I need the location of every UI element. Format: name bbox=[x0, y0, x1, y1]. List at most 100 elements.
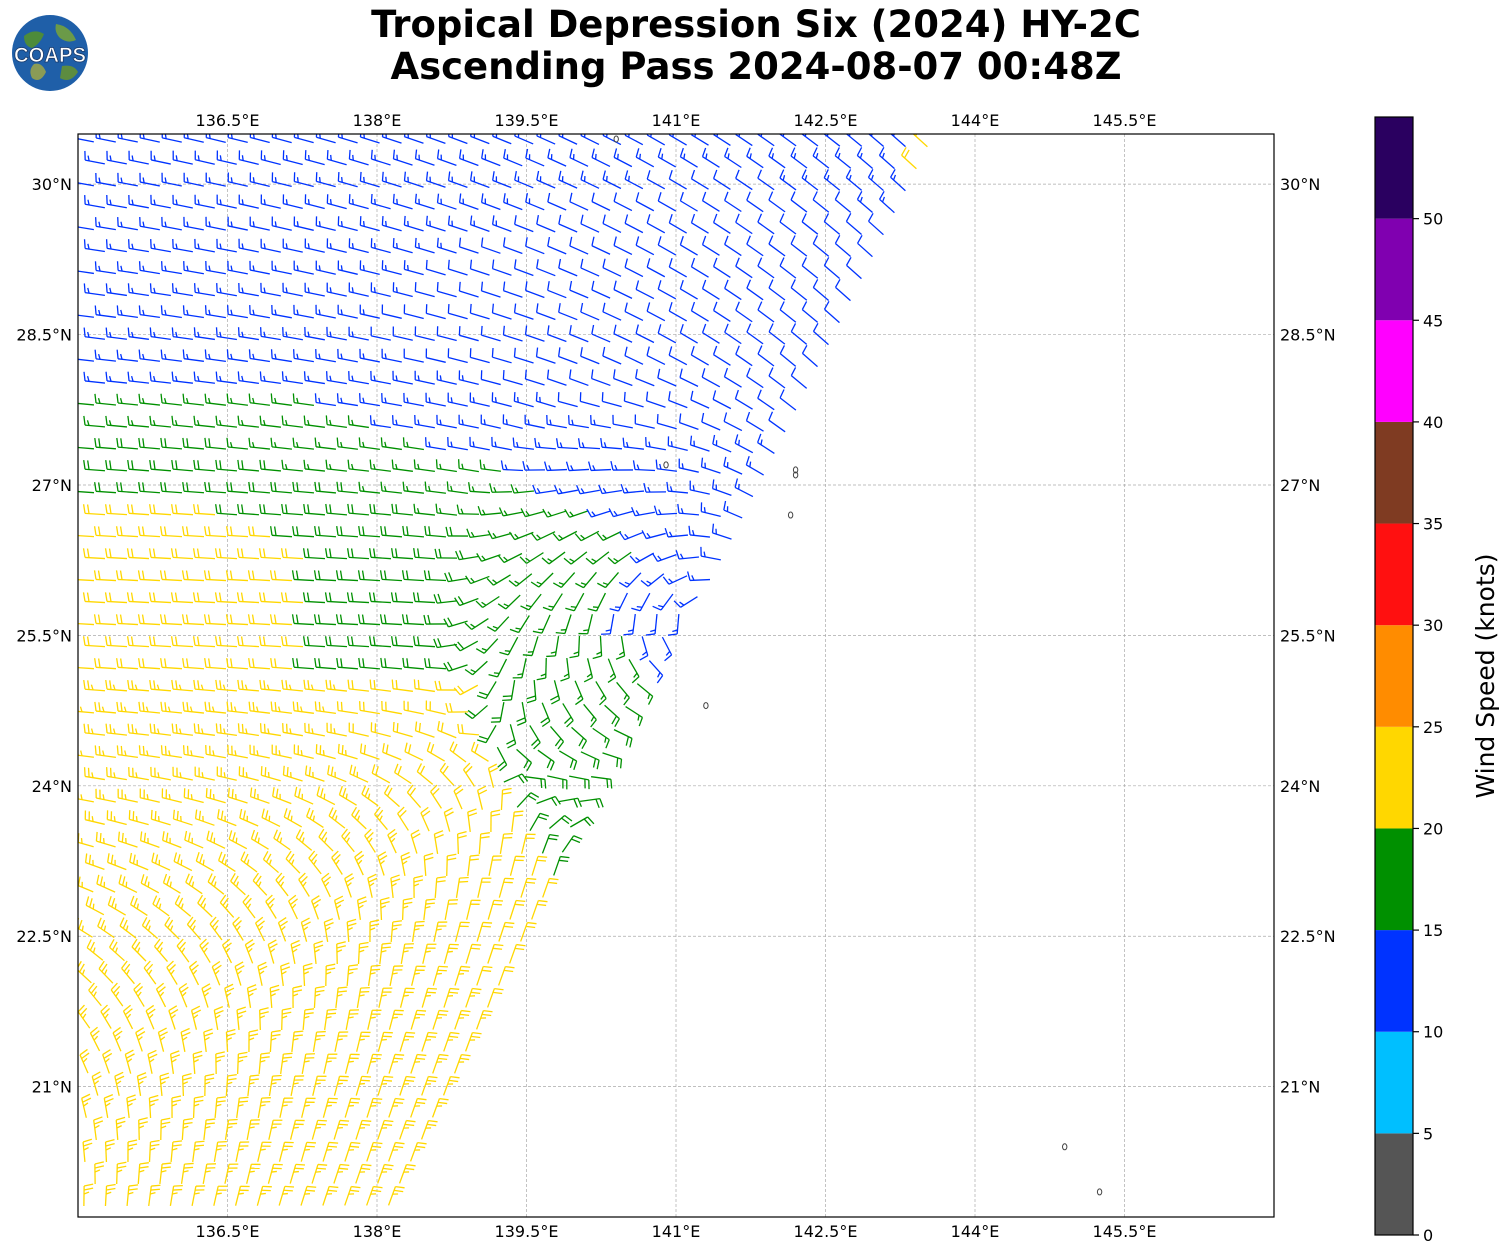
wind-barb bbox=[867, 134, 885, 147]
wind-barb bbox=[535, 347, 556, 364]
wind-barb bbox=[78, 356, 95, 362]
wind-barb bbox=[500, 460, 524, 472]
wind-barb bbox=[458, 193, 479, 210]
wind-barb bbox=[713, 301, 731, 323]
wind-barb bbox=[139, 172, 160, 187]
wind-barb bbox=[216, 194, 237, 209]
wind-barb bbox=[635, 324, 655, 344]
wind-barb bbox=[679, 147, 698, 168]
lat-tick-label: 22.5°N bbox=[16, 927, 72, 946]
wind-barb bbox=[326, 150, 347, 166]
wind-barb bbox=[292, 393, 314, 407]
wind-barb bbox=[359, 348, 380, 363]
wind-barb bbox=[458, 237, 479, 254]
wind-barb bbox=[106, 194, 127, 209]
wind-barb bbox=[668, 169, 687, 190]
wind-barb bbox=[845, 256, 862, 280]
wind-barb bbox=[359, 216, 380, 232]
colorbar-tick-label: 30 bbox=[1423, 616, 1443, 635]
wind-barb bbox=[260, 150, 281, 166]
wind-barb bbox=[127, 371, 150, 384]
wind-barb bbox=[856, 191, 873, 214]
wind-barb bbox=[598, 484, 622, 495]
wind-barb bbox=[160, 349, 183, 362]
lon-tick-label: 145.5°E bbox=[1093, 111, 1157, 130]
wind-barb bbox=[558, 303, 578, 321]
wind-barb bbox=[260, 238, 281, 253]
wind-barb bbox=[557, 392, 578, 408]
wind-barb bbox=[172, 194, 193, 209]
wind-barb bbox=[712, 434, 732, 453]
colorbar-tick-label: 10 bbox=[1423, 1023, 1443, 1042]
wind-barb bbox=[547, 281, 567, 299]
wind-barb bbox=[447, 259, 468, 276]
wind-barb bbox=[424, 437, 446, 451]
wind-barb bbox=[183, 261, 204, 275]
wind-barb bbox=[812, 191, 830, 213]
wind-barb bbox=[524, 281, 545, 299]
wind-barb bbox=[569, 325, 589, 343]
wind-barb bbox=[790, 323, 808, 345]
wind-barb bbox=[238, 150, 259, 165]
wind-barb bbox=[348, 371, 369, 385]
wind-barb bbox=[613, 369, 633, 387]
wind-barb bbox=[631, 507, 655, 517]
wind-barb bbox=[95, 217, 116, 231]
wind-barb bbox=[117, 217, 138, 231]
wind-barb bbox=[513, 392, 534, 408]
lon-tick-label: 139.5°E bbox=[495, 1222, 559, 1241]
wind-barb bbox=[193, 504, 216, 516]
wind-barb bbox=[713, 257, 731, 278]
wind-barb bbox=[502, 414, 523, 430]
wind-barb bbox=[724, 191, 742, 213]
wind-barb bbox=[436, 370, 457, 385]
wind-barb bbox=[624, 302, 644, 322]
wind-barb bbox=[78, 134, 94, 143]
wind-barb bbox=[823, 169, 841, 191]
wind-barb bbox=[613, 324, 633, 343]
wind-barb bbox=[812, 235, 830, 257]
wind-barb bbox=[182, 349, 204, 362]
wind-barb bbox=[768, 235, 786, 257]
wind-barb bbox=[370, 238, 391, 254]
wind-barb bbox=[425, 392, 446, 407]
wind-barb bbox=[249, 172, 270, 187]
wind-barb bbox=[745, 455, 764, 476]
wind-barb bbox=[734, 478, 754, 498]
wind-barb bbox=[148, 504, 172, 516]
wind-barb bbox=[358, 437, 380, 450]
lon-tick-label: 141°E bbox=[652, 111, 701, 130]
wind-barb bbox=[745, 411, 764, 432]
wind-barb bbox=[565, 461, 590, 472]
wind-barb bbox=[381, 260, 402, 276]
wind-barb bbox=[779, 257, 797, 279]
wind-barb bbox=[171, 415, 194, 428]
title-line-2: Ascending Pass 2024-08-07 00:48Z bbox=[390, 45, 1122, 88]
wind-barb bbox=[492, 171, 512, 189]
wind-barb bbox=[303, 415, 325, 428]
wind-barb bbox=[193, 415, 216, 428]
wind-barb bbox=[646, 346, 666, 366]
wind-barb bbox=[700, 502, 721, 518]
wind-barb bbox=[790, 367, 808, 389]
wind-barb bbox=[414, 326, 435, 342]
wind-barb bbox=[679, 368, 699, 387]
wind-barb bbox=[635, 148, 655, 168]
wind-barb bbox=[502, 325, 523, 342]
wind-barb bbox=[590, 369, 611, 387]
wind-barb bbox=[182, 305, 204, 319]
wind-barb bbox=[94, 261, 116, 275]
wind-barb bbox=[524, 414, 545, 429]
wind-barb bbox=[149, 327, 171, 340]
wind-barb bbox=[446, 481, 468, 495]
wind-barb bbox=[801, 169, 819, 191]
wind-barb bbox=[635, 192, 655, 212]
colorbar-tick-label: 5 bbox=[1423, 1124, 1433, 1143]
wind-barb bbox=[447, 134, 468, 145]
wind-barb bbox=[436, 193, 457, 210]
wind-barb bbox=[542, 508, 567, 518]
colorbar-tick-label: 35 bbox=[1423, 515, 1443, 534]
wind-barb bbox=[525, 148, 545, 167]
wind-barb bbox=[757, 345, 775, 367]
wind-barb bbox=[801, 257, 819, 279]
